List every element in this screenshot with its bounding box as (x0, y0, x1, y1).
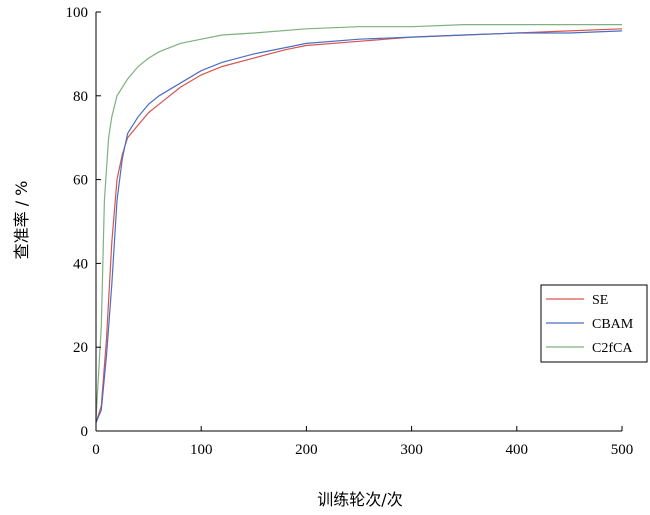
y-tick-label: 60 (73, 173, 88, 189)
legend-label-c2fca: C2fCA (592, 341, 633, 356)
y-tick-label: 40 (73, 256, 88, 272)
y-tick-label: 100 (66, 5, 89, 21)
axes (95, 12, 622, 432)
legend-label-se: SE (592, 293, 608, 308)
y-tick-label: 80 (73, 89, 88, 105)
plot-area: 0 100 200 300 400 500 0 20 40 60 80 100 (66, 5, 634, 458)
x-tick-label: 500 (611, 442, 634, 458)
x-tick-label: 100 (190, 442, 213, 458)
y-tick-label: 20 (73, 340, 88, 356)
y-tick-label: 0 (81, 424, 89, 440)
series-line-c2fca (95, 24, 622, 419)
x-tick-label: 400 (506, 442, 529, 458)
series-line-cbam (95, 30, 623, 423)
x-axis-title: 训练轮次/次 (317, 490, 402, 509)
ticks: 0 100 200 300 400 500 0 20 40 60 80 100 (66, 5, 634, 458)
x-tick-label: 200 (295, 442, 318, 458)
y-axis-title: 查准率 / % (12, 181, 31, 260)
series-line-se (95, 28, 623, 423)
x-tick-label: 300 (400, 442, 423, 458)
legend-label-cbam: CBAM (592, 317, 634, 332)
legend: SE CBAM C2fCA (540, 284, 648, 363)
x-tick-label: 0 (92, 442, 100, 458)
series-layer (95, 24, 623, 423)
